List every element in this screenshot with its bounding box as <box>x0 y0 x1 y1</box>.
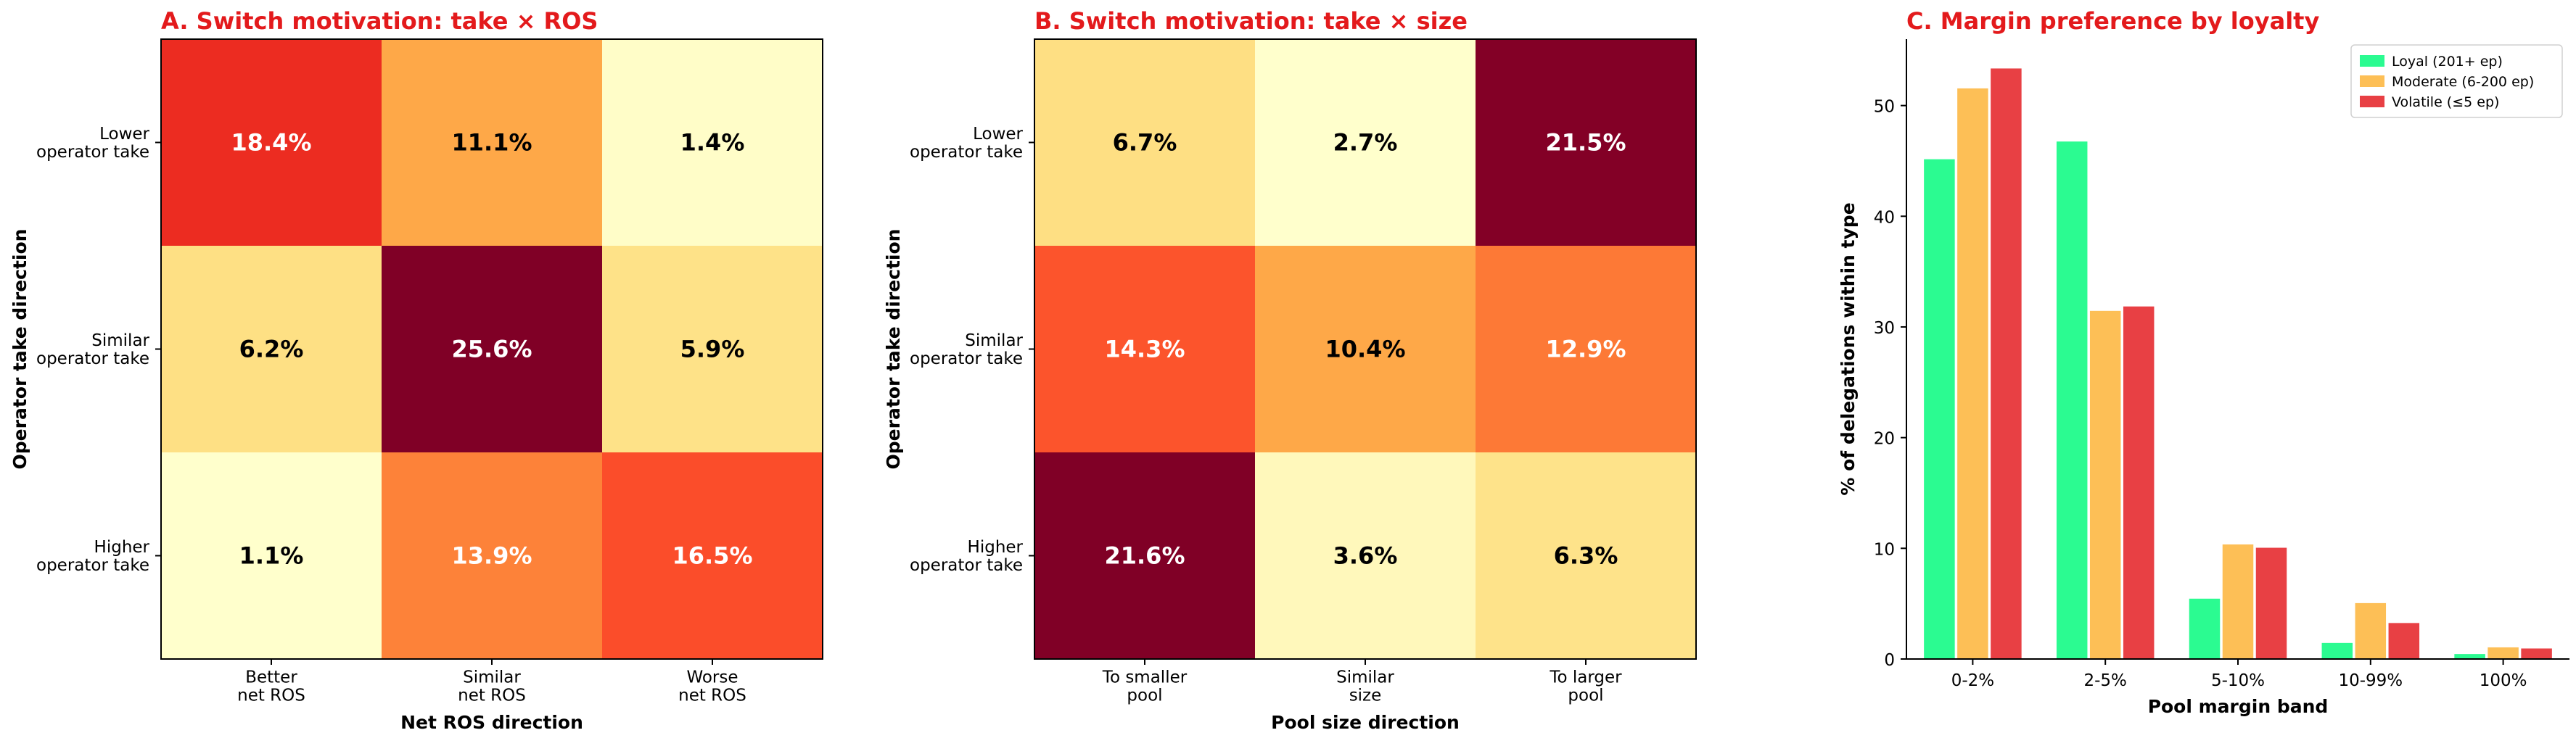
chart-title: C. Margin preference by loyalty <box>1906 7 2319 35</box>
cell-value-label: 2.7% <box>1333 129 1398 157</box>
y-tick-label: 10 <box>1874 540 1895 559</box>
cell-value-label: 16.5% <box>672 542 752 570</box>
heatmap-cell <box>1034 452 1256 660</box>
y-axis-label: % of delegations within type <box>1838 202 1859 495</box>
legend-swatch <box>2360 55 2384 67</box>
cell-value-label: 6.7% <box>1113 129 1177 157</box>
x-tick-label: Similar net ROS <box>458 668 526 705</box>
heatmap-take-vs-size: B. Switch motivation: take × size 6.7% 2.7… <box>883 7 1697 733</box>
y-tick-label: Lower operator take <box>910 125 1024 162</box>
bar <box>2089 310 2122 660</box>
heatmap-cell <box>1476 39 1697 246</box>
bar <box>2122 305 2155 660</box>
cell-value-label: 14.3% <box>1104 336 1185 363</box>
y-tick-label: Similar operator take <box>910 331 1024 368</box>
heatmap-cell <box>1034 39 1256 246</box>
legend-entry: Loyal (201+ ep) <box>2392 54 2503 70</box>
bar <box>1922 158 1956 660</box>
heatmap-cell <box>1476 452 1697 660</box>
bar <box>1956 87 1990 660</box>
y-tick-label: 40 <box>1874 208 1895 227</box>
cell-value-label: 13.9% <box>451 542 532 570</box>
heatmap-cell <box>161 452 382 660</box>
y-axis-label: Operator take direction <box>9 229 30 470</box>
y-tick-label: 30 <box>1874 319 1895 338</box>
legend-entry: Moderate (6-200 ep) <box>2392 74 2534 90</box>
y-axis-label: Operator take direction <box>883 229 904 470</box>
heatmap-cell <box>602 246 823 453</box>
bar <box>2321 642 2354 660</box>
chart-title: B. Switch motivation: take × size <box>1034 7 1468 35</box>
heatmap-cell <box>602 39 823 246</box>
cell-value-label: 18.4% <box>231 129 311 157</box>
x-tick-label: To larger pool <box>1549 668 1622 705</box>
x-tick-label: Worse net ROS <box>678 668 746 705</box>
x-tick-label: Similar size <box>1336 668 1394 705</box>
x-tick-label: 100% <box>2480 671 2527 690</box>
heatmap-cell <box>1034 246 1256 453</box>
heatmap-cell <box>382 246 603 453</box>
y-tick-label: 50 <box>1874 98 1895 117</box>
bar <box>2519 647 2554 660</box>
y-tick-label: Higher operator take <box>910 538 1024 575</box>
heatmap-cell <box>1476 246 1697 453</box>
heatmap-cell <box>161 39 382 246</box>
y-tick-label: 20 <box>1874 430 1895 449</box>
heatmap-take-vs-ros: A. Switch motivation: take × ROS 18.4% 11.… <box>9 7 823 733</box>
heatmap-cell <box>1255 246 1476 453</box>
legend-swatch <box>2360 75 2384 87</box>
x-tick-label: 2-5% <box>2083 671 2126 690</box>
x-axis-label: Net ROS direction <box>400 712 583 733</box>
bar <box>2387 621 2421 660</box>
x-tick-label: To smaller pool <box>1102 668 1188 705</box>
heatmap-cell <box>1255 452 1476 660</box>
x-tick-label: 5-10% <box>2211 671 2265 690</box>
legend-box <box>2350 44 2563 118</box>
heatmap-cell <box>382 39 603 246</box>
cell-value-label: 11.1% <box>451 129 532 157</box>
y-tick-label: Similar operator take <box>36 331 150 368</box>
cell-value-label: 10.4% <box>1325 336 1405 363</box>
y-tick-label: 0 <box>1884 651 1895 670</box>
x-tick-label: Better net ROS <box>237 668 305 705</box>
x-tick-label: 0-2% <box>1951 671 1994 690</box>
x-axis-label: Pool margin band <box>2148 696 2329 717</box>
cell-value-label: 21.6% <box>1104 542 1185 570</box>
legend-swatch <box>2360 96 2384 107</box>
cell-value-label: 21.5% <box>1545 129 1626 157</box>
bar <box>2188 597 2221 660</box>
bar <box>1989 67 2023 660</box>
x-axis-label: Pool size direction <box>1271 712 1460 733</box>
cell-value-label: 1.1% <box>239 542 304 570</box>
bar <box>2354 602 2387 660</box>
bar-chart-margin-by-loyalty: C. Margin preference by loyalty 0 10 20 30 40… <box>1838 7 2569 717</box>
legend-entry: Volatile (≤5 ep) <box>2392 94 2499 110</box>
x-tick-label: 10-99% <box>2338 671 2403 690</box>
bar <box>2486 646 2520 660</box>
bar <box>2255 547 2288 660</box>
cell-value-label: 25.6% <box>451 336 532 363</box>
y-tick-label: Lower operator take <box>36 125 150 162</box>
bar <box>2453 652 2487 660</box>
bar <box>2221 543 2255 660</box>
cell-value-label: 6.3% <box>1554 542 1618 570</box>
cell-value-label: 12.9% <box>1545 336 1626 363</box>
cell-value-label: 3.6% <box>1333 542 1398 570</box>
cell-value-label: 1.4% <box>680 129 745 157</box>
heatmap-cell <box>602 452 823 660</box>
cell-value-label: 6.2% <box>239 336 304 363</box>
legend: Loyal (201+ ep) Moderate (6-200 ep) Volati… <box>2350 44 2563 118</box>
heatmap-cell <box>161 246 382 453</box>
bar <box>2055 140 2089 660</box>
chart-title: A. Switch motivation: take × ROS <box>161 7 598 35</box>
heatmap-cell <box>382 452 603 660</box>
heatmap-cell <box>1255 39 1476 246</box>
y-tick-label: Higher operator take <box>36 538 150 575</box>
cell-value-label: 5.9% <box>680 336 745 363</box>
